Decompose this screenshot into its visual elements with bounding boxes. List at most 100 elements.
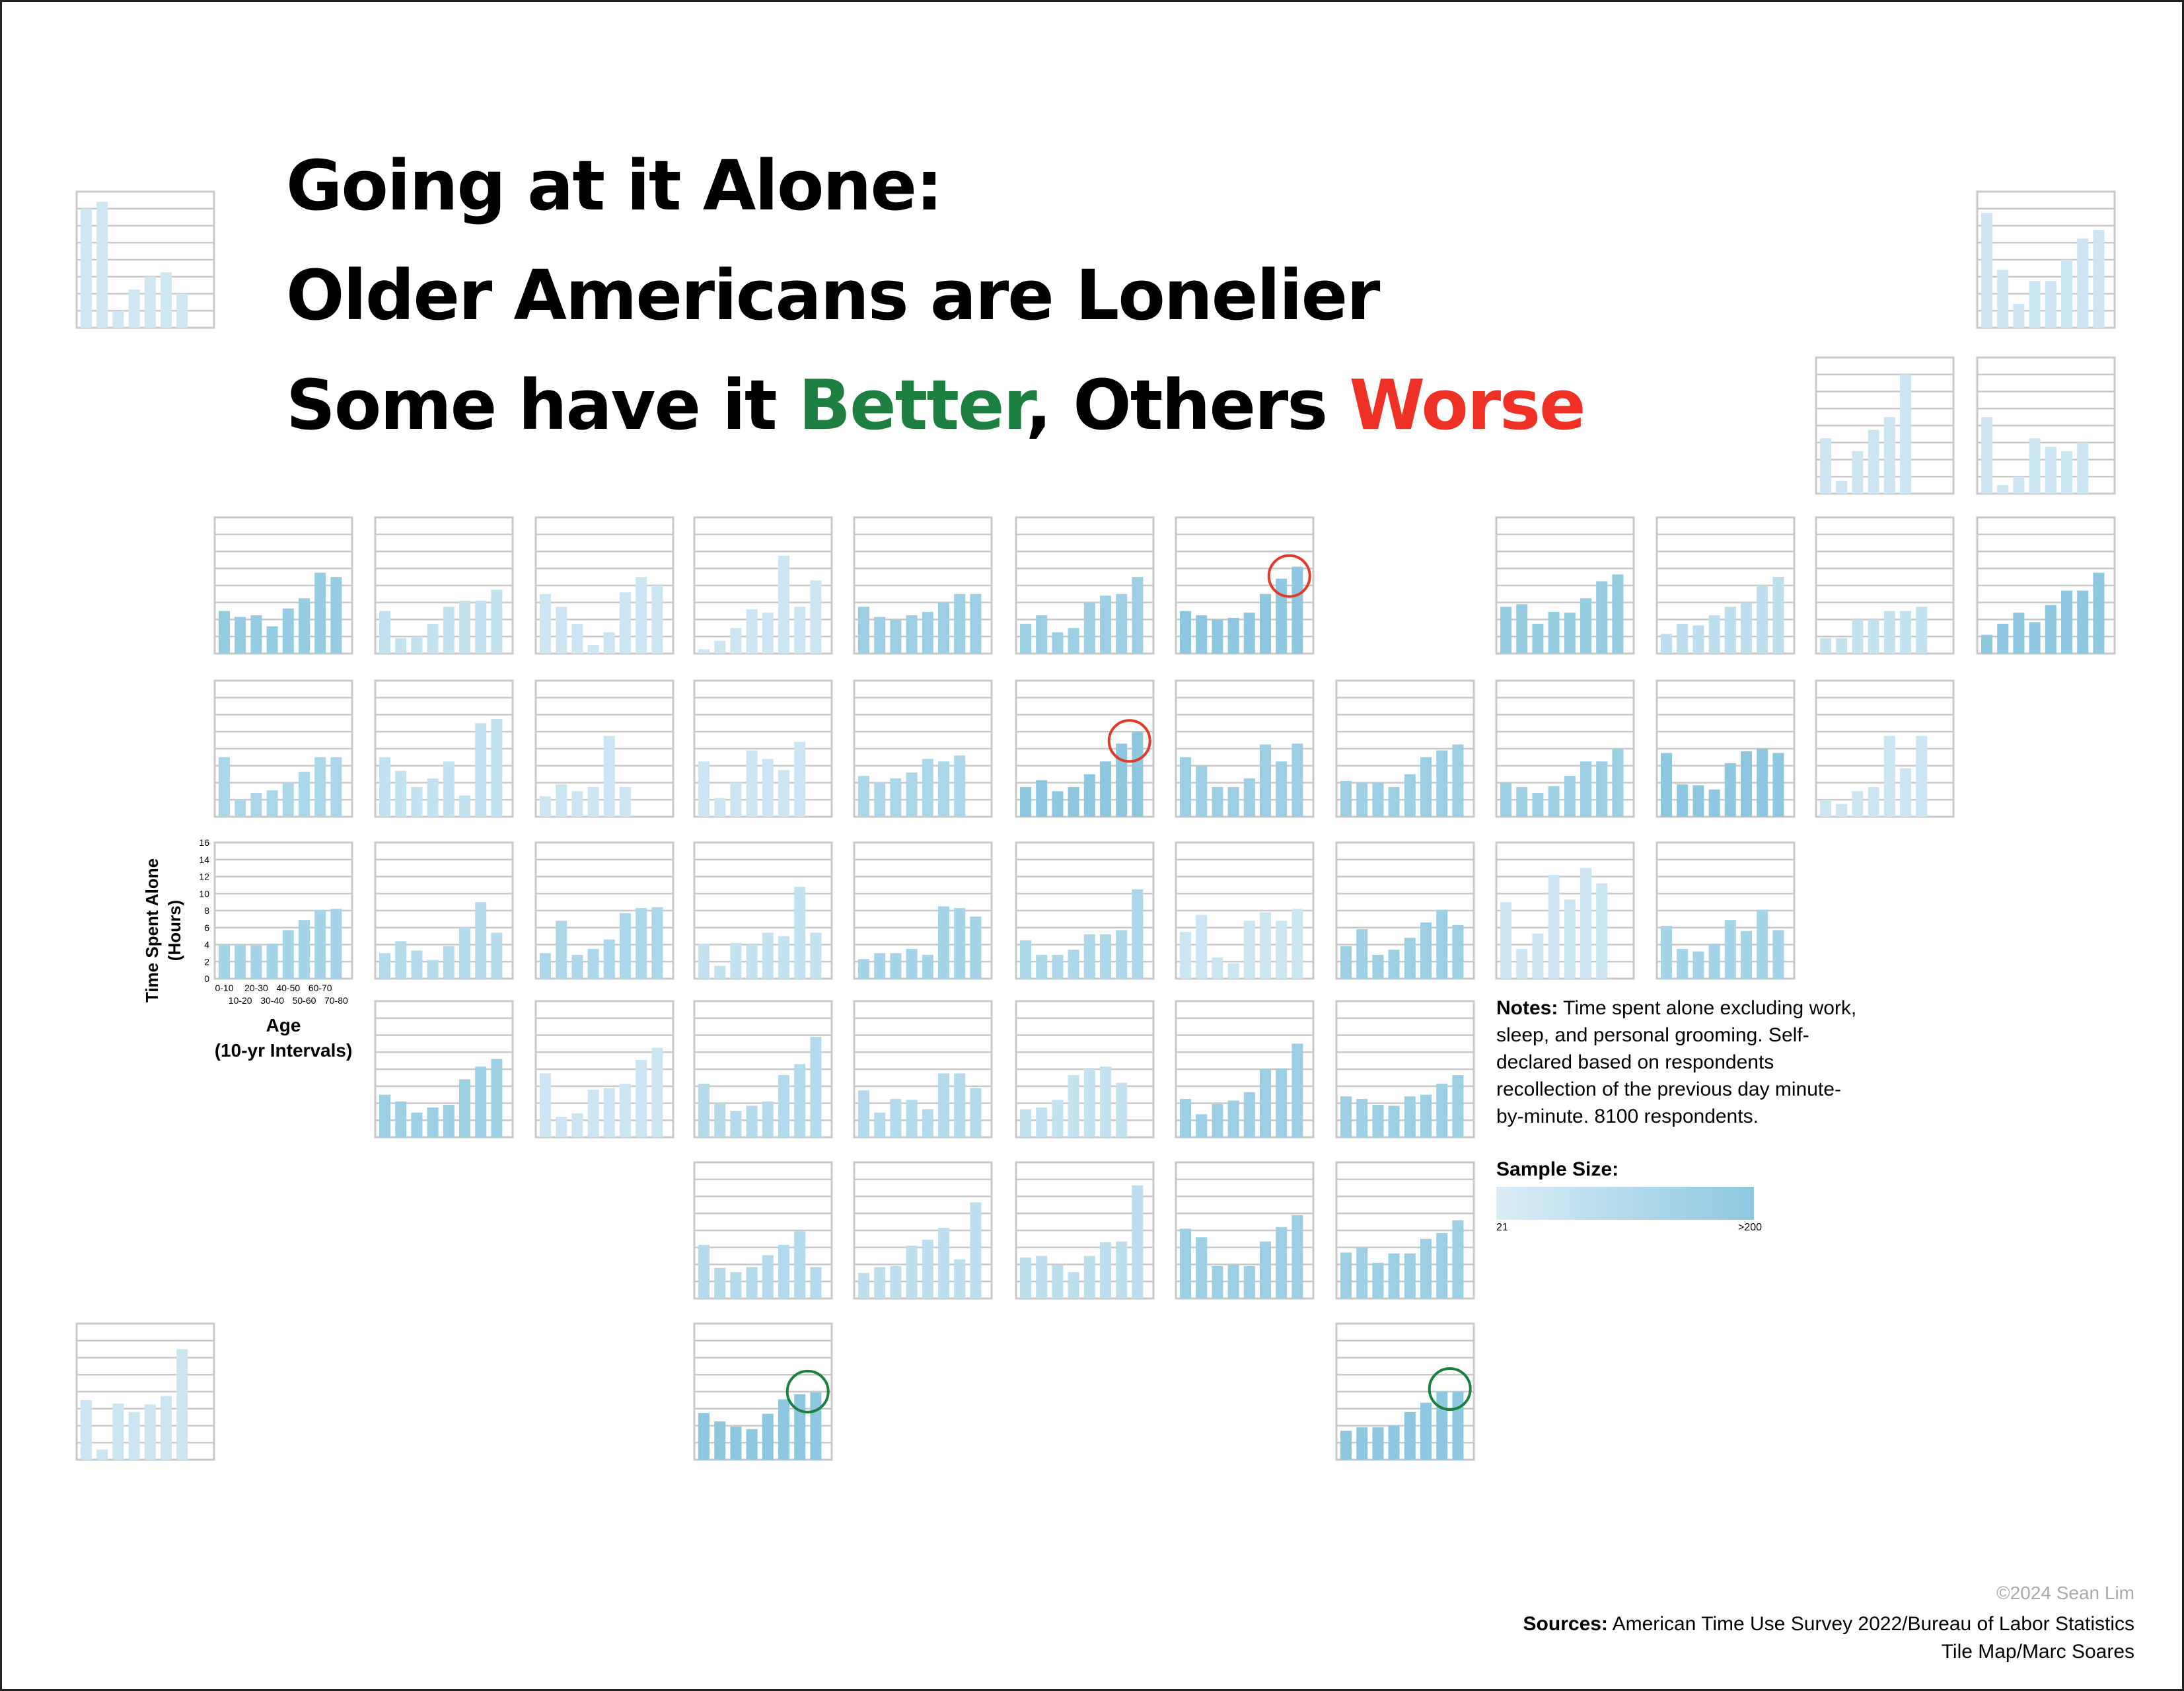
bar xyxy=(1997,623,2009,654)
bar xyxy=(890,1099,902,1137)
bar xyxy=(874,1112,886,1137)
state-tile xyxy=(1175,841,1315,980)
state-tile xyxy=(693,1322,833,1461)
state-tile xyxy=(1656,841,1796,980)
bar xyxy=(636,577,647,654)
bar xyxy=(161,1396,172,1460)
bar xyxy=(219,757,230,817)
bar xyxy=(890,619,902,654)
bar xyxy=(1020,1109,1031,1137)
bar xyxy=(1260,1241,1271,1298)
bar xyxy=(1356,929,1368,979)
bar xyxy=(954,1073,966,1137)
bar xyxy=(235,944,246,979)
bar xyxy=(874,1267,886,1298)
bar xyxy=(1100,761,1111,817)
bar xyxy=(1052,1265,1064,1298)
bar xyxy=(1548,611,1560,654)
bar xyxy=(714,1421,726,1460)
bar xyxy=(1340,1096,1352,1137)
bar xyxy=(1661,634,1672,654)
bar xyxy=(2013,476,2025,494)
bar xyxy=(556,607,567,654)
bar xyxy=(282,608,294,654)
bar xyxy=(1340,780,1352,817)
bar xyxy=(1180,1099,1191,1137)
bar xyxy=(1212,619,1223,654)
bar xyxy=(1677,948,1689,979)
bar xyxy=(636,908,647,979)
bar xyxy=(746,1106,758,1137)
state-tile xyxy=(1175,1161,1315,1300)
state-tile xyxy=(75,1322,215,1461)
bar xyxy=(1981,213,1992,328)
bar xyxy=(620,1083,631,1137)
state-tile xyxy=(75,190,215,329)
bar xyxy=(250,792,262,817)
bar xyxy=(1724,920,1736,979)
bar xyxy=(620,913,631,979)
bar xyxy=(938,906,949,979)
bar xyxy=(1548,874,1560,979)
bar xyxy=(1020,1258,1031,1298)
bar xyxy=(1900,374,1911,494)
bar xyxy=(714,798,726,817)
bar xyxy=(698,944,710,979)
state-tile xyxy=(1495,679,1635,818)
bar xyxy=(2093,572,2105,654)
bar xyxy=(1708,615,1720,654)
bar xyxy=(1436,1083,1448,1137)
state-tile xyxy=(1015,1161,1155,1300)
bar xyxy=(794,1394,806,1460)
bar xyxy=(1404,938,1416,979)
bar xyxy=(475,601,487,654)
bar xyxy=(922,759,933,817)
bar xyxy=(874,953,886,979)
bar xyxy=(161,272,172,328)
x-tick-label: 0-10 xyxy=(215,983,233,993)
bar xyxy=(2045,281,2057,328)
bar xyxy=(379,757,390,817)
bar xyxy=(1883,417,1895,494)
state-tile xyxy=(1335,1000,1475,1139)
bar xyxy=(2029,438,2041,494)
bar xyxy=(475,723,487,817)
bar xyxy=(603,632,615,654)
bar xyxy=(1243,1266,1255,1298)
bar xyxy=(1596,581,1608,654)
bar xyxy=(1116,593,1128,654)
sources-line-2: Tile Map/Marc Soares xyxy=(1941,1641,2134,1663)
bar xyxy=(938,1228,949,1298)
bar xyxy=(1404,1411,1416,1460)
bar xyxy=(714,1267,726,1298)
bar xyxy=(1212,1266,1223,1298)
bar xyxy=(81,1400,92,1460)
bar xyxy=(144,276,156,328)
bar xyxy=(282,930,294,979)
bar xyxy=(540,796,551,817)
bar xyxy=(746,944,758,979)
bar xyxy=(1981,634,1992,654)
bar xyxy=(1196,915,1208,979)
bar xyxy=(778,1075,789,1137)
state-tile xyxy=(1335,841,1475,980)
bar xyxy=(1292,1043,1303,1137)
bar xyxy=(970,1088,982,1137)
bar xyxy=(1580,598,1591,654)
bar xyxy=(1356,1247,1368,1298)
bar xyxy=(1196,765,1208,817)
bar xyxy=(778,936,789,979)
bar xyxy=(954,1259,966,1298)
bar xyxy=(858,1273,869,1298)
bar xyxy=(1708,944,1720,979)
title-line-3-mid: , Others xyxy=(1025,365,1350,445)
bar xyxy=(443,946,455,979)
x-tick-label: 60-70 xyxy=(309,983,332,993)
x-tick-label: 30-40 xyxy=(260,995,284,1006)
bar xyxy=(112,311,124,328)
bar xyxy=(922,1109,933,1137)
state-tile xyxy=(213,516,353,655)
bar xyxy=(1677,784,1689,817)
bar xyxy=(443,1105,455,1137)
